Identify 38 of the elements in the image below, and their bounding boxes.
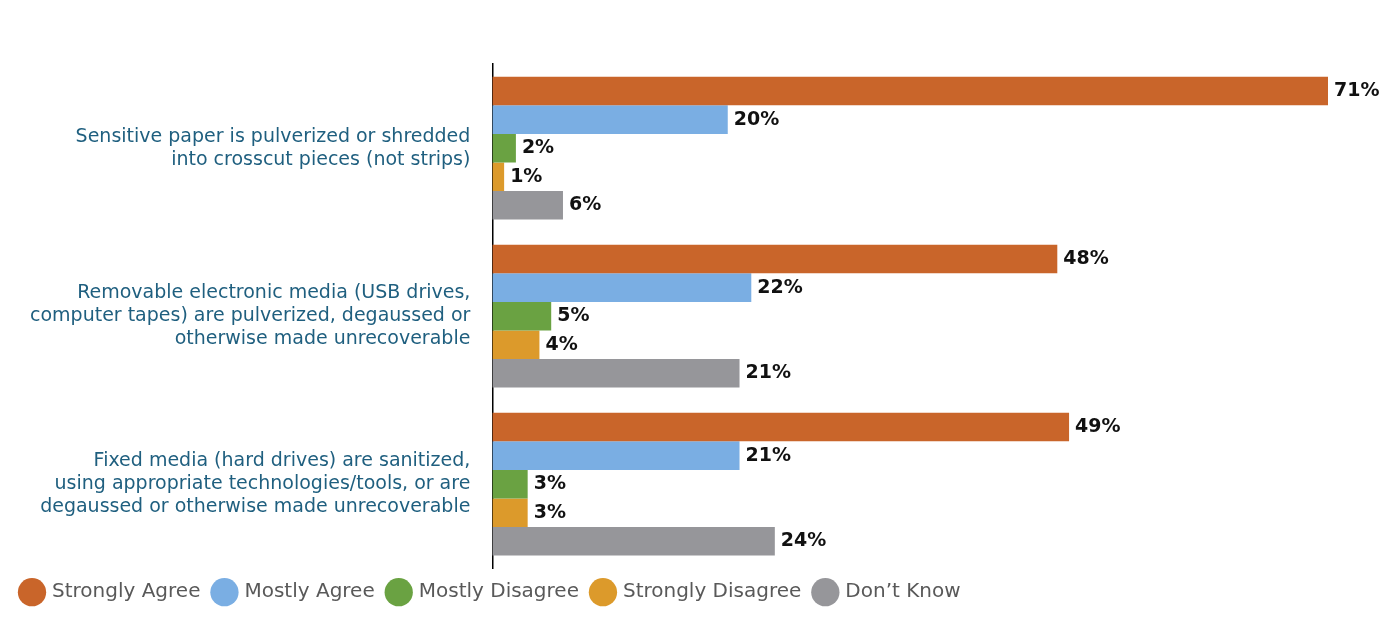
data-label: 2% <box>521 135 555 158</box>
data-label: 21% <box>745 442 791 465</box>
bar <box>492 469 528 499</box>
legend-label: Strongly Agree <box>52 578 201 603</box>
data-label: 3% <box>533 499 566 522</box>
bar <box>492 498 528 528</box>
bar <box>492 76 1328 106</box>
y-tick-label: Sensitive paper is pulverized or shredded into crosscut pieces (not strips) <box>75 123 471 169</box>
y-tick-label: Removable electronic media (USB drives, computer tapes) are pulverized, degaussed or otherwise made unrecoverable <box>30 280 471 348</box>
y-tick-label: Fixed media (hard drives) are sanitized, using appropriate technologies/tools, or are degaussed or otherwise made unrecoverable <box>40 448 471 516</box>
legend-label: Mostly Disagree <box>418 578 579 603</box>
bar <box>492 527 775 556</box>
bar <box>492 412 1070 442</box>
bar <box>492 133 516 163</box>
data-label: 4% <box>545 331 578 354</box>
data-label: 3% <box>533 471 566 494</box>
data-label: 24% <box>780 528 827 551</box>
data-label: 5% <box>557 303 590 326</box>
bar <box>492 105 728 134</box>
bar <box>492 359 740 388</box>
bar <box>492 441 740 470</box>
data-label: 21% <box>745 360 791 383</box>
legend-label: Mostly Agree <box>244 578 375 603</box>
bar <box>492 244 1058 274</box>
bar <box>492 301 552 331</box>
data-label: 22% <box>757 274 803 297</box>
legend-label: Don’t Know <box>845 578 961 603</box>
data-label: 20% <box>733 106 780 129</box>
data-label: 71% <box>1334 78 1380 101</box>
legend-label: Strongly Disagree <box>622 578 802 603</box>
data-label: 6% <box>568 192 602 215</box>
data-label: 48% <box>1063 246 1109 269</box>
bar <box>492 191 563 220</box>
bar <box>492 330 540 360</box>
bar <box>492 162 505 192</box>
data-label: 49% <box>1075 414 1121 437</box>
data-label: 1% <box>510 163 543 186</box>
bar <box>492 273 752 302</box>
